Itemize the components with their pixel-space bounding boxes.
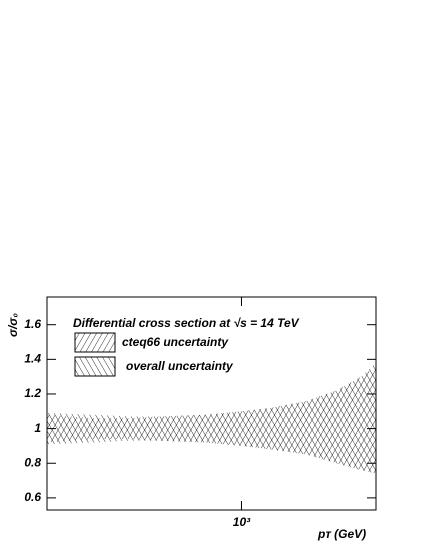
y-tick-label: 1.4 <box>24 352 41 366</box>
annotation: Differential cross section at √s = 14 Te… <box>73 316 300 330</box>
legend-swatch <box>74 356 116 377</box>
y-tick-label: 1 <box>34 421 41 435</box>
y-tick-label: 0.8 <box>24 455 41 469</box>
y-tick-label: 0.6 <box>24 490 41 504</box>
y-tick-label: 1.6 <box>24 317 41 331</box>
legend-label: cteq66 uncertainty <box>122 335 229 349</box>
uncertainty-band <box>47 362 376 474</box>
x-axis-label: pᴛ (GeV) <box>317 527 366 541</box>
legend-swatch <box>74 332 116 353</box>
y-tick-label: 1.2 <box>24 386 41 400</box>
y-axis-label: σ/σ₀ <box>6 313 20 337</box>
legend-label: overall uncertainty <box>126 359 234 373</box>
x-tick-label: 10³ <box>233 515 251 529</box>
